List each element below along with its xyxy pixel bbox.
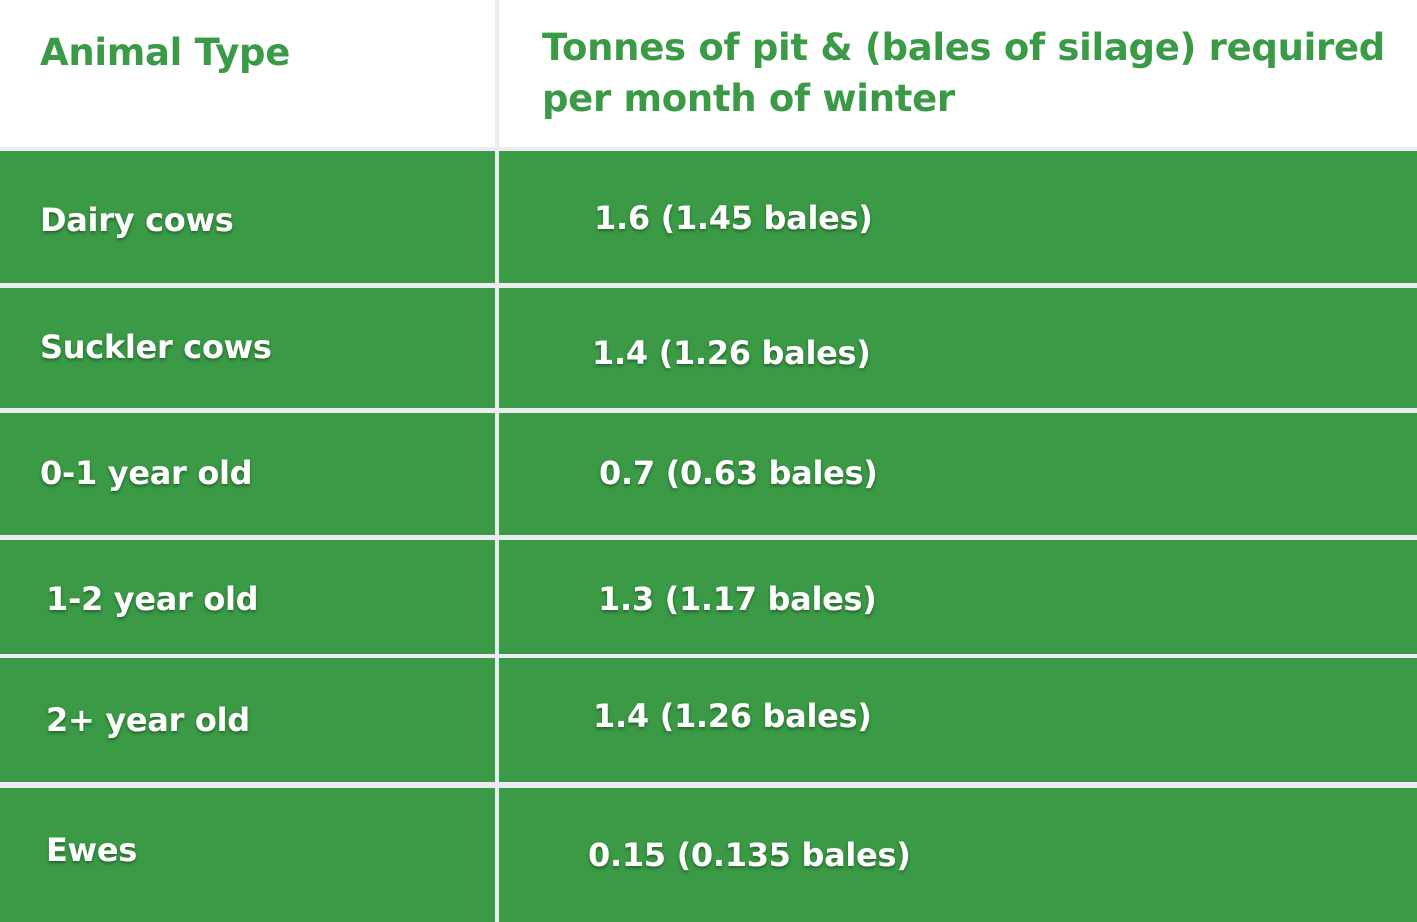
table-row: Ewes 0.15 (0.135 bales) [0,788,1417,922]
animal-cell: 2+ year old [0,658,495,782]
column-divider [495,0,499,147]
animal-cell: 1-2 year old [0,540,495,654]
table-header: Animal Type Tonnes of pit & (bales of si… [0,0,1417,147]
animal-cell: Suckler cows [0,288,495,408]
value-cell: 1.6 (1.45 bales) [499,151,1417,283]
value-cell: 0.7 (0.63 bales) [499,413,1417,535]
value-label: 1.3 (1.17 bales) [598,580,877,618]
value-label: 0.15 (0.135 bales) [588,836,911,874]
animal-label: 2+ year old [46,701,250,739]
header-tonnes-required: Tonnes of pit & (bales of silage) requir… [542,26,1385,120]
animal-label: Dairy cows [40,201,234,239]
value-label: 0.7 (0.63 bales) [599,454,878,492]
value-cell: 1.3 (1.17 bales) [499,540,1417,654]
value-label: 1.4 (1.26 bales) [593,697,872,735]
animal-label: 1-2 year old [46,580,259,618]
animal-label: Ewes [46,831,137,869]
value-label: 1.6 (1.45 bales) [594,199,873,237]
header-animal-type: Animal Type [40,31,290,74]
value-cell: 0.15 (0.135 bales) [499,788,1417,922]
table-row: Dairy cows 1.6 (1.45 bales) [0,151,1417,283]
table-row: 1-2 year old 1.3 (1.17 bales) [0,540,1417,654]
animal-label: Suckler cows [40,328,272,366]
animal-cell: Dairy cows [0,151,495,283]
table-row: 0-1 year old 0.7 (0.63 bales) [0,413,1417,535]
table-row: 2+ year old 1.4 (1.26 bales) [0,658,1417,782]
table-row: Suckler cows 1.4 (1.26 bales) [0,288,1417,408]
animal-cell: 0-1 year old [0,413,495,535]
value-cell: 1.4 (1.26 bales) [499,288,1417,408]
value-label: 1.4 (1.26 bales) [592,334,871,372]
animal-cell: Ewes [0,788,495,922]
animal-label: 0-1 year old [40,454,253,492]
value-cell: 1.4 (1.26 bales) [499,658,1417,782]
